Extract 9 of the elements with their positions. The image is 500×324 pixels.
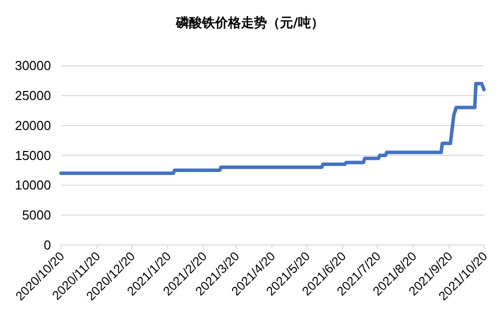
line-series	[59, 82, 486, 176]
y-tick-label: 20000	[14, 118, 51, 133]
chart-title: 磷酸铁价格走势（元/吨）	[175, 15, 324, 31]
y-tick-label: 0	[44, 238, 51, 252]
y-tick-label: 30000	[14, 58, 51, 74]
y-tick-label: 15000	[14, 148, 51, 163]
y-tick-label: 25000	[14, 88, 51, 104]
y-tick-label: 5000	[22, 208, 51, 223]
y-tick-label: 10000	[14, 178, 51, 193]
